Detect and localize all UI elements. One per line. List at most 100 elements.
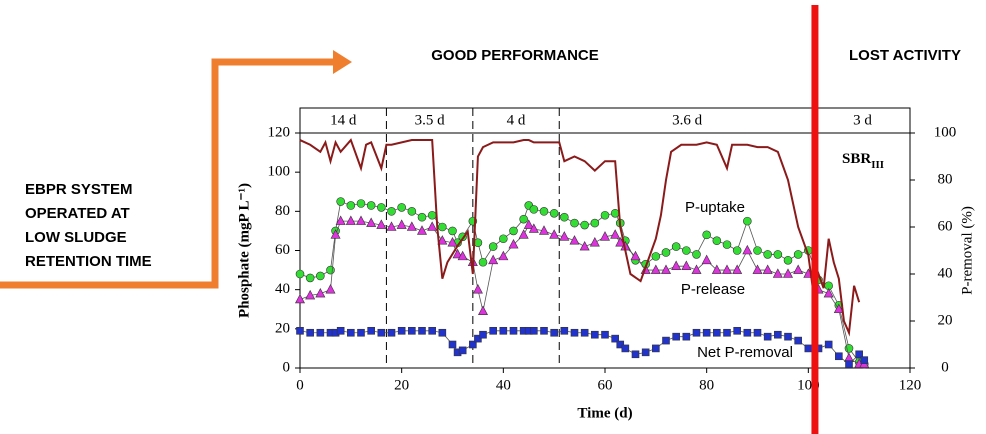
point	[855, 350, 863, 359]
point	[417, 212, 427, 222]
point	[712, 236, 722, 246]
point	[346, 201, 356, 210]
point	[306, 328, 314, 337]
point	[316, 271, 325, 281]
point	[529, 205, 539, 214]
side-note-line: OPERATED AT	[25, 205, 130, 222]
point	[682, 246, 691, 255]
phase-label: 3 d	[853, 112, 872, 128]
point	[773, 250, 783, 259]
point	[367, 326, 375, 335]
point	[616, 340, 625, 349]
point	[641, 348, 650, 357]
point	[732, 246, 742, 255]
reactor-label: SBRIII	[842, 151, 884, 170]
point	[458, 346, 467, 355]
point	[600, 231, 610, 241]
side-note-line: EBPR SYSTEM	[25, 181, 133, 198]
x-tick-label: 120	[899, 377, 922, 393]
series-line	[299, 220, 865, 365]
point	[772, 268, 783, 278]
point	[783, 255, 793, 265]
point	[474, 334, 482, 343]
y2-tick-label: 20	[938, 312, 953, 328]
point	[489, 326, 497, 335]
point	[650, 264, 661, 274]
x-tick-label: 80	[699, 377, 714, 393]
point	[357, 328, 365, 337]
point	[794, 336, 802, 345]
point	[630, 250, 641, 261]
y2-tick-label: 40	[938, 265, 953, 281]
x-tick-label: 60	[598, 377, 613, 393]
point	[377, 203, 386, 212]
point	[305, 273, 315, 283]
point	[589, 237, 600, 247]
point	[793, 250, 803, 259]
point	[569, 235, 580, 245]
point	[691, 264, 702, 274]
phase-frame	[299, 107, 911, 134]
point	[590, 218, 600, 228]
point	[824, 340, 833, 349]
point	[763, 250, 772, 259]
point	[356, 199, 366, 208]
y2-tick-label: 60	[938, 218, 953, 234]
point	[681, 260, 692, 270]
point	[722, 264, 732, 274]
point	[457, 250, 468, 261]
point	[570, 218, 579, 228]
x-tick-label: 40	[496, 377, 511, 393]
point	[528, 223, 539, 233]
point	[478, 305, 488, 316]
x-axis-label: Time (d)	[577, 405, 632, 421]
point	[296, 326, 304, 335]
y-tick-label: 0	[283, 359, 291, 375]
point	[580, 328, 589, 337]
point	[753, 246, 762, 255]
phase-label: 14 d	[330, 112, 357, 128]
y2-axis-label: P-removal (%)	[959, 206, 975, 295]
point	[682, 332, 691, 341]
point	[549, 208, 559, 218]
point	[295, 293, 305, 304]
point	[315, 287, 326, 298]
point	[662, 336, 670, 345]
y-tick-label: 20	[275, 320, 290, 336]
point	[701, 254, 712, 265]
point	[479, 330, 487, 339]
point	[488, 242, 498, 251]
point	[347, 328, 355, 337]
phase-label: 3.5 d	[415, 112, 446, 128]
point	[539, 207, 549, 216]
point	[722, 240, 732, 249]
point	[295, 269, 305, 279]
point	[559, 231, 570, 241]
side-note-line: RETENTION TIME	[25, 253, 152, 270]
y2-tick-label: 80	[938, 171, 953, 187]
point	[396, 219, 407, 229]
point	[387, 328, 396, 337]
point	[579, 240, 590, 251]
point	[438, 328, 447, 337]
arrow-head	[333, 50, 352, 74]
point	[610, 208, 620, 218]
y-axis-label: Phosphate (mgP L⁻¹)	[236, 183, 252, 318]
point	[732, 264, 743, 274]
point	[330, 229, 341, 239]
point	[600, 210, 610, 220]
point	[601, 330, 609, 339]
point	[570, 328, 579, 337]
y2-tick-label: 0	[941, 359, 949, 375]
point	[438, 222, 447, 232]
point	[702, 328, 711, 337]
point	[672, 332, 680, 341]
point	[713, 328, 721, 337]
point	[550, 328, 558, 337]
point	[376, 219, 387, 229]
point	[316, 328, 325, 337]
point	[530, 326, 538, 335]
point	[406, 221, 417, 231]
point	[336, 197, 345, 206]
point	[377, 328, 386, 337]
